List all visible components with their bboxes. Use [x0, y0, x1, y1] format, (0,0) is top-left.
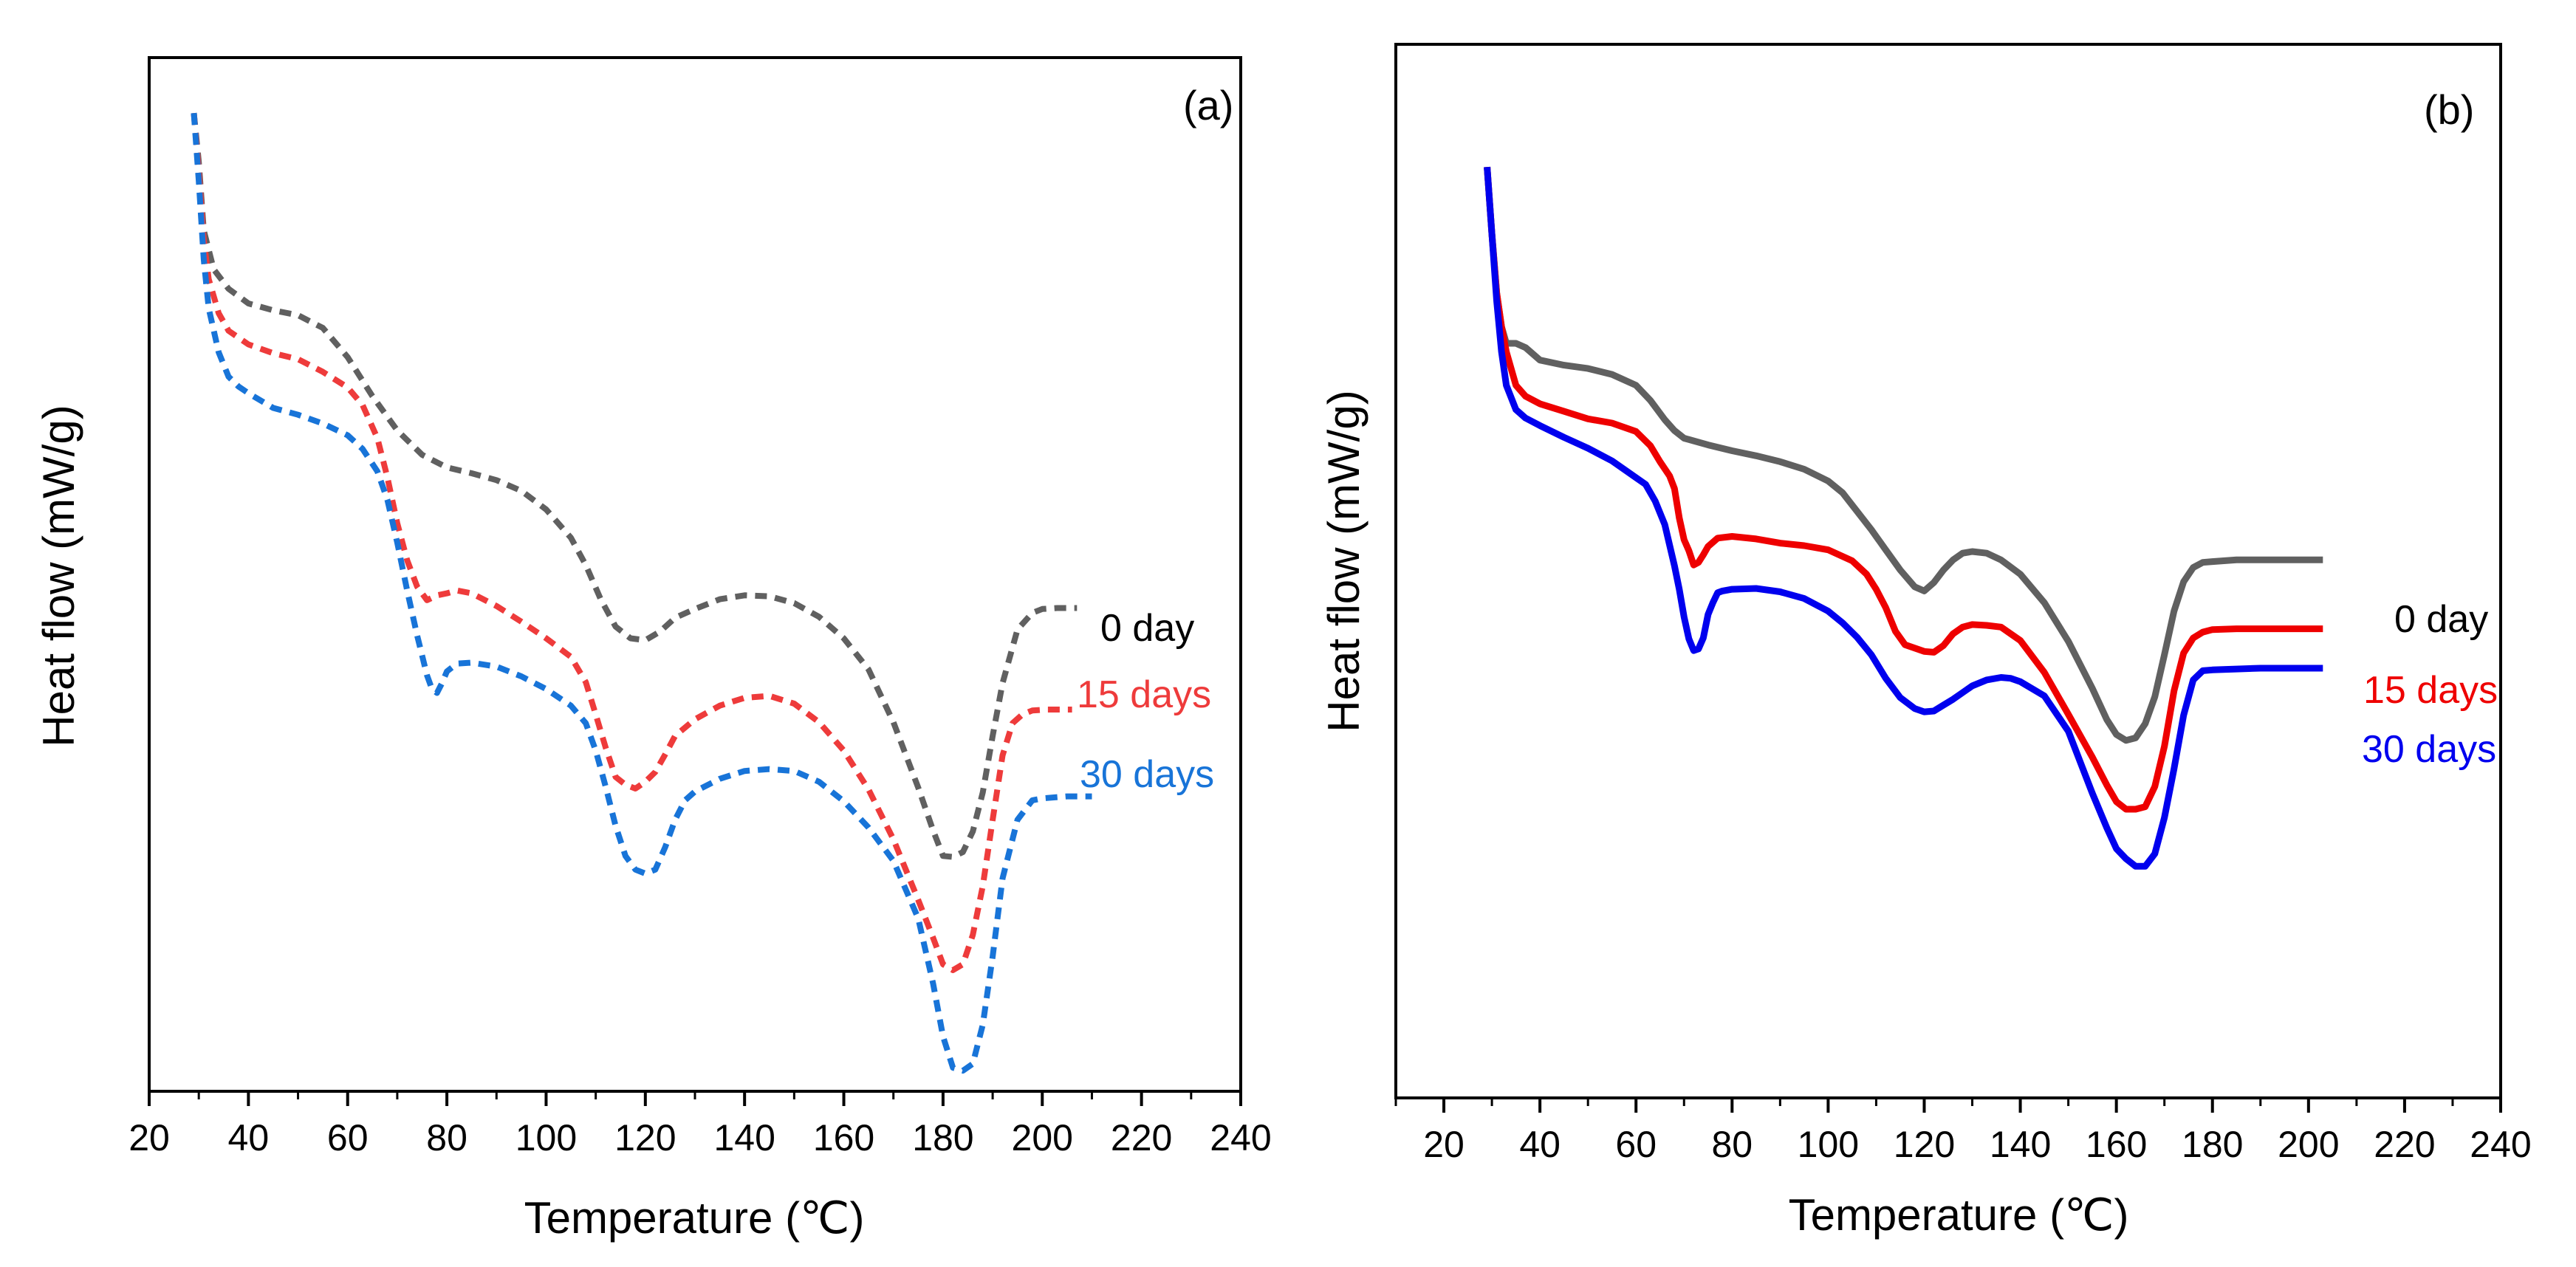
- panel-label-b: (b): [2424, 86, 2474, 133]
- x-tick-label-a: 20: [129, 1117, 170, 1158]
- series-line-a-0-day: [191, 112, 1078, 860]
- series-line-b-0-day: [1484, 166, 2323, 744]
- x-tick-label-b: 180: [2182, 1124, 2243, 1165]
- series-line-b-15-days: [1484, 166, 2323, 813]
- legend-label-b-15-days: 15 days: [2363, 669, 2498, 712]
- x-axis-title-a: Temperature (℃): [524, 1193, 865, 1243]
- plot-frame-b: [1394, 43, 2502, 1099]
- x-tick-label-a: 120: [614, 1117, 676, 1158]
- x-tick-label-a: 160: [813, 1117, 874, 1158]
- x-tick-label-b: 200: [2278, 1124, 2339, 1165]
- x-tick-label-b: 100: [1798, 1124, 1859, 1165]
- y-axis-title-a: Heat flow (mW/g): [34, 405, 83, 746]
- legend-label-a-15-days: 15 days: [1077, 673, 1211, 716]
- x-tick-label-b: 80: [1711, 1124, 1753, 1165]
- x-tick-label-a: 140: [713, 1117, 775, 1158]
- x-tick-label-a: 220: [1111, 1117, 1172, 1158]
- x-tick-label-b: 220: [2374, 1124, 2435, 1165]
- x-tick-label-b: 240: [2470, 1124, 2531, 1165]
- x-tick-label-b: 160: [2086, 1124, 2147, 1165]
- series-line-a-15-days: [191, 112, 1072, 973]
- y-axis-title-b: Heat flow (mW/g): [1319, 390, 1368, 732]
- x-tick-label-a: 100: [515, 1117, 577, 1158]
- x-tick-label-a: 80: [426, 1117, 467, 1158]
- legend-label-b-0-day: 0 day: [2394, 598, 2488, 641]
- x-axis-title-b: Temperature (℃): [1789, 1190, 2129, 1240]
- x-tick-label-a: 200: [1012, 1117, 1073, 1158]
- panel-a: 20 40 60 80 100 120 140 160 180 200 220 240 0 day 15 …: [34, 56, 1272, 1243]
- panel-label-a: (a): [1183, 82, 1233, 128]
- x-tick-label-b: 140: [1990, 1124, 2051, 1165]
- panel-b: 20 40 60 80 100 120 140 160 180 200 220 240 0 day 15 …: [1319, 43, 2532, 1240]
- x-tick-label-b: 20: [1423, 1124, 1465, 1165]
- legend-label-a-0-day: 0 day: [1100, 607, 1194, 650]
- x-tick-label-a: 40: [228, 1117, 270, 1158]
- plot-frame-a: [148, 56, 1242, 1093]
- x-tick-label-a: 240: [1210, 1117, 1271, 1158]
- x-tick-label-b: 40: [1519, 1124, 1561, 1165]
- series-line-b-30-days: [1484, 166, 2323, 870]
- series-line-a-30-days: [191, 112, 1092, 1074]
- legend-label-b-30-days: 30 days: [2362, 728, 2496, 771]
- x-tick-label-b: 60: [1615, 1124, 1657, 1165]
- x-tick-label-a: 60: [327, 1117, 369, 1158]
- x-tick-label-b: 120: [1894, 1124, 1955, 1165]
- x-tick-label-a: 180: [912, 1117, 973, 1158]
- legend-label-a-30-days: 30 days: [1080, 753, 1214, 796]
